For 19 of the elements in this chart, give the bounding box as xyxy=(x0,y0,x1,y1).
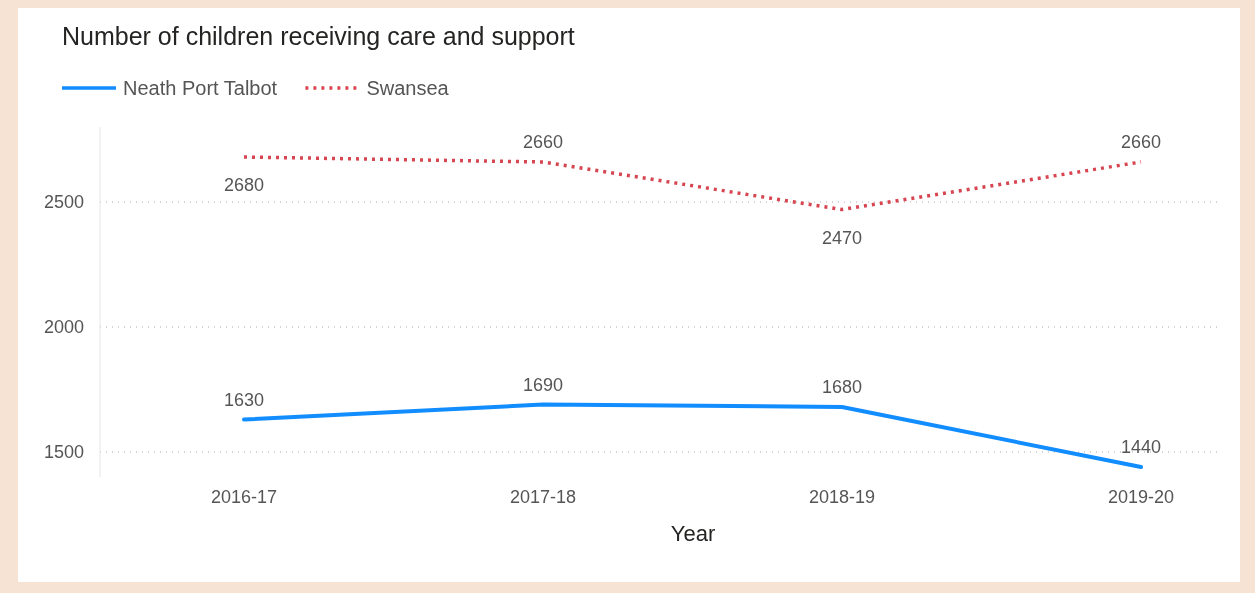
data-label: 1690 xyxy=(522,374,564,395)
x-tick-label: 2019-20 xyxy=(1107,487,1175,507)
data-label: 1680 xyxy=(821,377,863,397)
data-label: 1440 xyxy=(1120,437,1162,457)
y-tick-label: 2000 xyxy=(43,317,84,337)
data-label: 2660 xyxy=(522,132,564,152)
x-tick-label: 2018-19 xyxy=(808,487,876,507)
chart-title: Number of children receiving care and support xyxy=(62,22,575,50)
data-label: 2470 xyxy=(821,227,863,248)
legend-label: Neath Port Talbot xyxy=(123,77,278,99)
y-tick-label: 2500 xyxy=(43,192,84,212)
x-tick-label: 2016-17 xyxy=(210,487,278,507)
legend-label: Swansea xyxy=(366,77,450,99)
x-axis-title: Year xyxy=(670,521,716,546)
data-label: 1630 xyxy=(223,389,265,410)
x-tick-label: 2017-18 xyxy=(509,487,577,507)
y-tick-label: 1500 xyxy=(43,442,84,462)
data-label: 2680 xyxy=(223,175,265,195)
data-label: 2660 xyxy=(1120,132,1162,152)
